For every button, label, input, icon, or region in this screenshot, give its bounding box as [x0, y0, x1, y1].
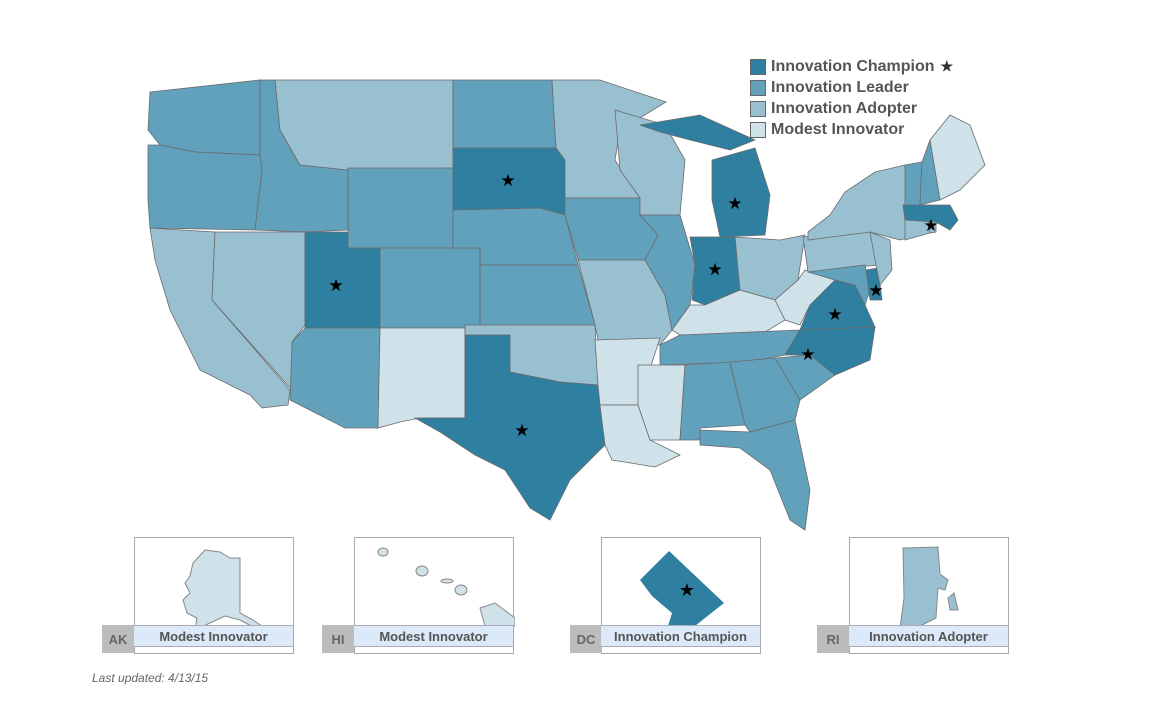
- inset-abbr: DC: [570, 625, 602, 653]
- last-updated: Last updated: 4/13/15: [92, 671, 209, 685]
- inset-label: Modest Innovator: [134, 625, 293, 647]
- star-icon: ★: [868, 281, 883, 300]
- star-icon: ★: [514, 421, 529, 440]
- state-co[interactable]: [379, 247, 481, 329]
- state-nm[interactable]: [377, 327, 466, 429]
- inset-label: Innovation Champion: [601, 625, 760, 647]
- legend-swatch: [750, 100, 766, 117]
- state-or[interactable]: [147, 144, 263, 231]
- legend-label: Innovation Adopter: [771, 99, 918, 117]
- legend-label: Innovation Champion: [771, 57, 935, 75]
- state-ma[interactable]: [902, 204, 959, 231]
- inset-abbr: HI: [322, 625, 354, 653]
- inset-label: Innovation Adopter: [849, 625, 1008, 647]
- state-wa[interactable]: [147, 79, 261, 156]
- state-mt[interactable]: [274, 79, 454, 171]
- legend-swatch: [750, 121, 766, 138]
- state-shape-ri[interactable]: [899, 546, 959, 629]
- legend-item-modest: Modest Innovator: [750, 119, 953, 140]
- state-mi[interactable]: [639, 114, 757, 151]
- star-icon: ★: [923, 216, 938, 235]
- state-ny[interactable]: [807, 164, 921, 241]
- state-shape-hi[interactable]: [377, 547, 515, 627]
- inset-abbr: AK: [102, 625, 134, 653]
- state-tx[interactable]: [413, 334, 606, 521]
- legend-item-leader: Innovation Leader: [750, 77, 953, 98]
- legend-swatch: [750, 58, 766, 75]
- star-icon: ★: [800, 345, 815, 364]
- inset-label: Modest Innovator: [354, 625, 513, 647]
- state-ms[interactable]: [637, 364, 686, 441]
- star-icon: ★: [827, 305, 842, 324]
- star-icon: ★: [727, 194, 742, 213]
- star-icon: ★: [679, 580, 695, 600]
- state-fl[interactable]: [699, 419, 811, 531]
- inset-abbr: RI: [817, 625, 849, 653]
- legend: Innovation Champion ★ Innovation Leader I…: [750, 56, 953, 140]
- legend-label: Innovation Leader: [771, 78, 909, 96]
- state-me[interactable]: [929, 114, 986, 201]
- star-icon: ★: [328, 276, 343, 295]
- star-icon: ★: [940, 58, 954, 74]
- state-wy[interactable]: [347, 167, 454, 249]
- state-ks[interactable]: [479, 264, 596, 326]
- legend-swatch: [750, 79, 766, 96]
- star-icon: ★: [500, 171, 515, 190]
- state-shape-dc[interactable]: [640, 551, 724, 626]
- state-mi[interactable]: [711, 147, 771, 238]
- legend-label: Modest Innovator: [771, 120, 905, 138]
- state-vt[interactable]: [904, 161, 923, 206]
- legend-item-adopter: Innovation Adopter: [750, 98, 953, 119]
- state-az[interactable]: [289, 327, 381, 429]
- state-shape-ak[interactable]: [182, 549, 267, 631]
- state-nd[interactable]: [452, 79, 557, 149]
- legend-item-champion: Innovation Champion ★: [750, 56, 953, 77]
- state-nj[interactable]: [869, 231, 893, 286]
- star-icon: ★: [707, 260, 722, 279]
- state-md[interactable]: [807, 264, 871, 307]
